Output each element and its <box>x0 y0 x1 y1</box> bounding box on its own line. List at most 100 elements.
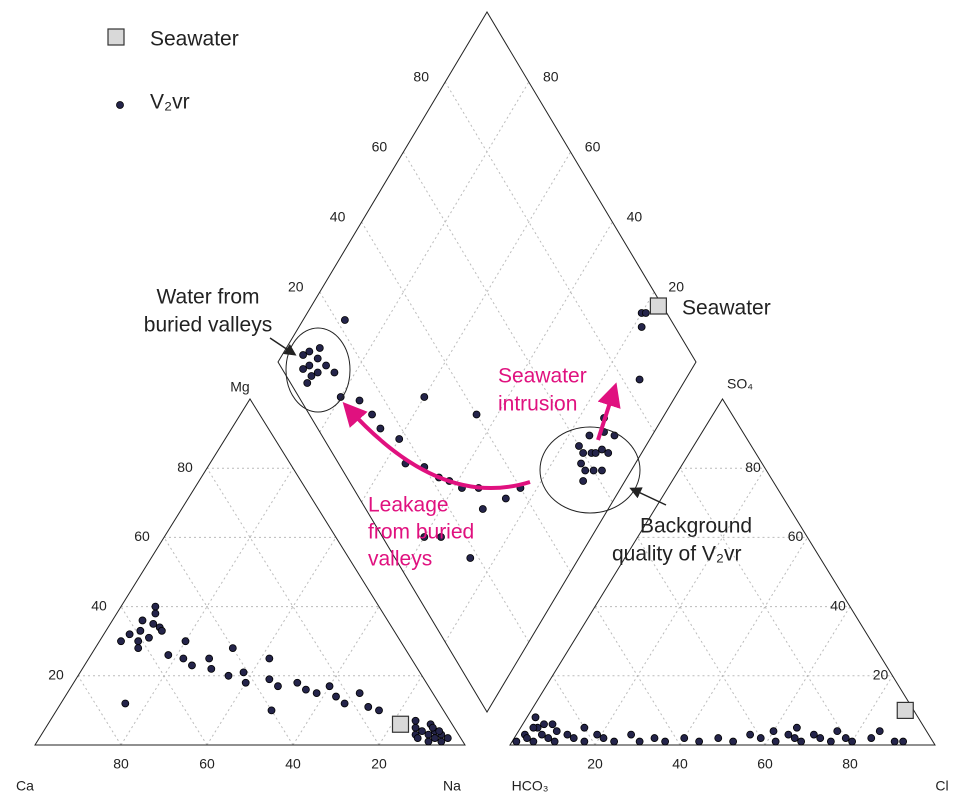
sample-point <box>411 723 420 732</box>
grid-line <box>120 467 294 746</box>
sample-point <box>579 449 588 457</box>
sample-point <box>303 379 312 387</box>
sample-point <box>537 730 546 739</box>
sample-point <box>117 637 125 646</box>
sample-point <box>599 734 608 742</box>
sample-point <box>435 727 444 736</box>
sample-point <box>867 734 876 742</box>
sample-point <box>293 678 302 687</box>
grid-line <box>679 467 851 746</box>
sample-point <box>355 396 364 405</box>
cluster-ellipse <box>539 426 641 514</box>
grid-line <box>206 467 380 746</box>
grid-line <box>849 675 893 746</box>
pointer-arrow <box>269 337 297 356</box>
tick-label: Na <box>443 778 461 794</box>
sample-point <box>501 494 510 503</box>
sample-point <box>472 410 481 419</box>
sample-point <box>313 368 322 377</box>
grid-line <box>594 606 681 746</box>
sample-point <box>598 445 606 454</box>
sample-point <box>121 699 130 708</box>
sample-point <box>550 737 559 746</box>
sample-point <box>512 737 521 746</box>
sample-point <box>756 734 765 742</box>
sample-point <box>265 654 274 663</box>
sample-point <box>241 678 250 687</box>
sample-point <box>376 424 385 433</box>
sample-point <box>145 633 153 642</box>
sample-point <box>580 723 589 732</box>
marks <box>117 297 914 746</box>
tick-label: 20 <box>288 279 304 295</box>
sample-point <box>661 737 670 746</box>
sample-point <box>424 737 433 746</box>
sample-point <box>563 730 572 739</box>
seawater-marker <box>391 715 410 733</box>
sample-point <box>641 309 650 317</box>
intrusion-arrow <box>596 382 621 441</box>
sample-point <box>529 737 538 746</box>
sample-point <box>157 626 166 635</box>
annotation: intrusion <box>498 393 577 416</box>
tick-label: SO₄ <box>727 376 753 392</box>
sample-point <box>581 466 590 475</box>
tick-label: 60 <box>757 756 773 772</box>
tick-label: 80 <box>842 756 858 772</box>
sample-point <box>769 727 778 736</box>
tick-label: 20 <box>587 756 603 772</box>
sample-point <box>792 723 801 732</box>
sample-point <box>305 361 314 370</box>
tick-label: 20 <box>48 667 64 683</box>
annotation: Seawater <box>498 365 587 388</box>
sample-point <box>188 661 196 670</box>
sample-point <box>826 737 835 746</box>
annotation: valleys <box>368 548 432 571</box>
tick-label: 60 <box>788 528 804 544</box>
sample-point <box>544 734 553 742</box>
sample-point <box>207 664 216 673</box>
tick-label: 40 <box>627 209 643 225</box>
pointer-arrow <box>629 487 667 506</box>
annotation: Seawater <box>682 297 771 320</box>
sample-point <box>529 723 538 732</box>
sample-point <box>604 449 613 457</box>
tick-label: Cl <box>935 778 948 794</box>
tick-label: 80 <box>745 459 761 475</box>
sample-point <box>610 737 619 746</box>
sample-point <box>848 737 857 746</box>
sample-point <box>593 730 602 739</box>
tick-label: 20 <box>873 667 889 683</box>
grid-line <box>378 675 423 746</box>
grid-line <box>764 606 851 746</box>
sample-point <box>315 344 324 352</box>
sample-point <box>136 626 145 635</box>
sample-point <box>151 609 160 618</box>
sample-point <box>325 682 334 691</box>
legend-marker <box>107 28 125 46</box>
sample-point <box>841 734 850 742</box>
seawater-marker <box>649 297 667 315</box>
sample-point <box>332 692 340 701</box>
tick-label: 60 <box>134 528 150 544</box>
sample-point <box>548 720 557 729</box>
sample-point <box>635 737 644 746</box>
grid-line <box>444 291 655 643</box>
sample-point <box>355 689 364 697</box>
tick-label: 40 <box>330 209 346 225</box>
sample-point <box>466 554 475 562</box>
sample-point <box>420 393 429 401</box>
sample-point <box>437 533 445 541</box>
sample-point <box>797 737 806 746</box>
tick-label: 80 <box>543 69 559 85</box>
sample-point <box>650 734 659 742</box>
tick-label: 20 <box>371 756 387 772</box>
sample-point <box>809 730 818 739</box>
sample-point <box>784 730 793 739</box>
frame <box>34 11 936 746</box>
sample-point <box>833 727 842 736</box>
sample-point <box>523 734 531 742</box>
sample-point <box>224 671 233 680</box>
sample-point <box>151 602 160 611</box>
sample-point <box>164 651 173 659</box>
